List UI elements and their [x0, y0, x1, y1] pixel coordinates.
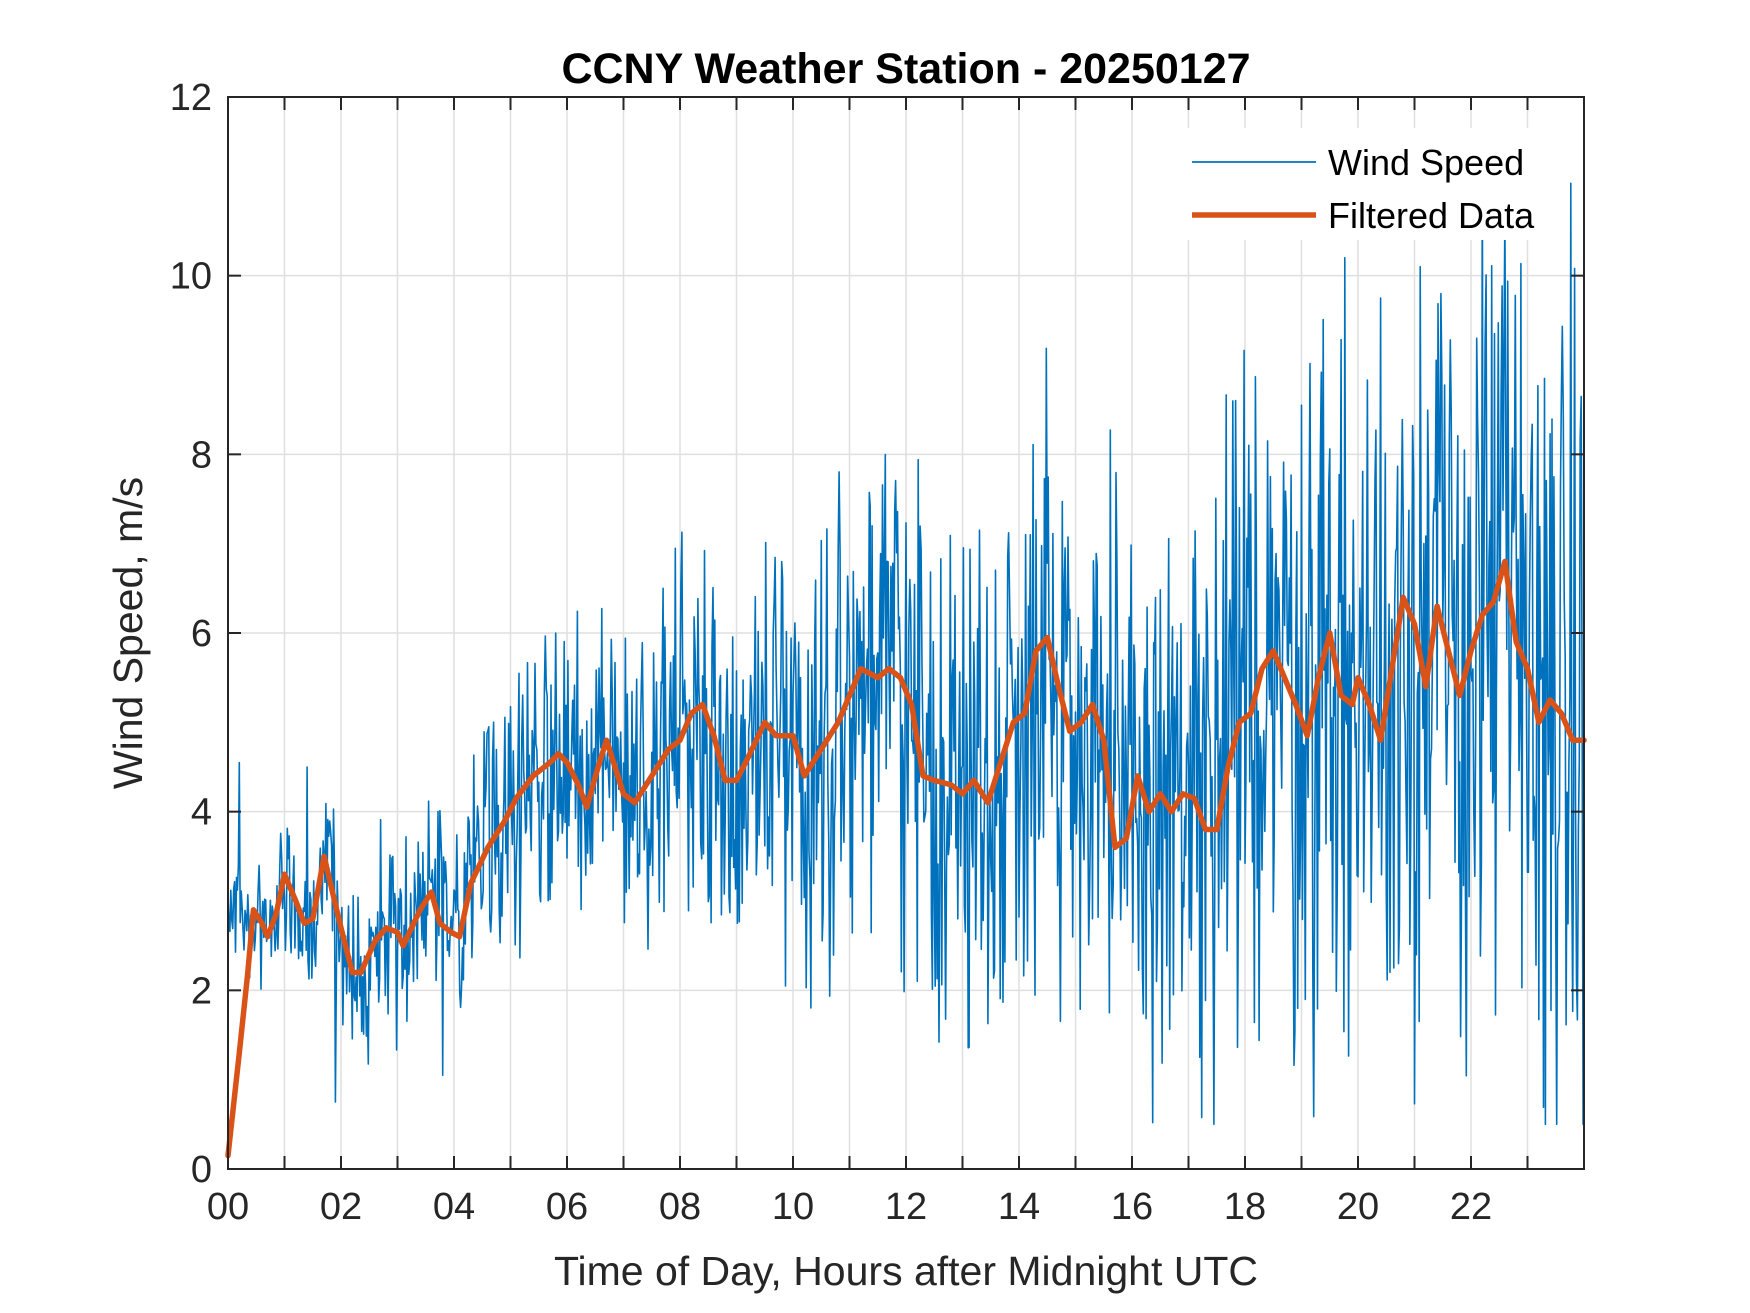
wind-speed-line — [227, 140, 1585, 1126]
x-axis-label: Time of Day, Hours after Midnight UTC — [554, 1248, 1258, 1294]
tick-marks — [228, 96, 1584, 1170]
legend-filtered-data-label: Filtered Data — [1328, 195, 1535, 236]
legend-background — [1180, 128, 1560, 240]
y-axis-label: Wind Speed, m/s — [105, 477, 151, 789]
x-tick-label: 04 — [433, 1186, 475, 1228]
x-tick-label: 02 — [320, 1186, 362, 1228]
y-tick-label: 12 — [170, 77, 212, 119]
x-tick-label: 20 — [1337, 1186, 1379, 1228]
x-tick-label: 16 — [1111, 1186, 1153, 1228]
y-tick-label: 0 — [191, 1149, 212, 1191]
y-tick-label: 10 — [170, 256, 212, 298]
wind-speed-series — [227, 140, 1585, 1126]
x-tick-label: 00 — [207, 1186, 249, 1228]
x-tick-label: 14 — [998, 1186, 1040, 1228]
legend-wind-speed-label: Wind Speed — [1328, 142, 1524, 183]
chart-title: CCNY Weather Station - 20250127 — [561, 45, 1250, 93]
y-tick-label: 2 — [191, 970, 212, 1012]
y-tick-label: 8 — [191, 434, 212, 476]
legend: Wind Speed Filtered Data — [1180, 128, 1560, 240]
filtered-data-line — [225, 558, 1587, 1159]
x-tick-label: 12 — [885, 1186, 927, 1228]
y-tick-label: 6 — [191, 613, 212, 655]
filtered-data-series — [225, 558, 1587, 1159]
x-tick-label: 06 — [546, 1186, 588, 1228]
x-tick-label: 18 — [1224, 1186, 1266, 1228]
y-tick-label: 4 — [191, 792, 212, 834]
x-tick-label: 22 — [1450, 1186, 1492, 1228]
x-tick-label: 08 — [659, 1186, 701, 1228]
x-tick-label: 10 — [772, 1186, 814, 1228]
